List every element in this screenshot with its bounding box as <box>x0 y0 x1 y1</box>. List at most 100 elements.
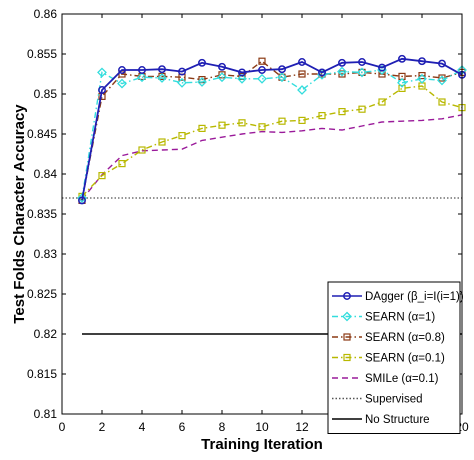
series-1-point <box>318 68 326 77</box>
x-tick-label: 6 <box>179 420 186 434</box>
series-4-point <box>318 111 326 120</box>
series-1-point <box>218 62 226 71</box>
series-layer <box>62 54 467 335</box>
x-tick-label: 8 <box>219 420 226 434</box>
series-3-point <box>258 57 266 65</box>
series-1-point <box>298 58 306 66</box>
series-1-group <box>78 54 466 205</box>
series-1-point <box>238 68 246 77</box>
series-2-point <box>197 77 207 87</box>
series-2-point <box>417 73 427 84</box>
series-3-point <box>278 73 286 81</box>
series-1-point <box>338 58 346 67</box>
y-axis-label: Test Folds Character Accuracy <box>11 104 28 324</box>
y-tick-label: 0.81 <box>34 407 58 421</box>
x-tick-label: 2 <box>99 420 106 434</box>
series-4-group <box>78 82 466 200</box>
legend-swatch-marker <box>343 333 351 341</box>
series-4-point <box>118 160 126 168</box>
series-4-point <box>158 138 166 146</box>
series-2-point <box>217 72 227 83</box>
series-1-point <box>358 58 366 66</box>
y-tick-label: 0.85 <box>34 87 58 101</box>
series-2-point <box>157 73 167 83</box>
series-2-point <box>117 78 127 89</box>
legend-swatch-marker <box>343 353 351 362</box>
series-1-point <box>78 196 86 205</box>
series-1-point <box>98 86 106 94</box>
series-3-point <box>418 71 426 80</box>
series-4-point <box>238 119 246 127</box>
series-2-point <box>357 67 367 78</box>
y-tick-label: 0.82 <box>34 327 58 341</box>
series-1-point <box>178 67 186 76</box>
y-tick-label: 0.855 <box>27 47 57 61</box>
legend-label: SEARN (α=1) <box>365 312 435 324</box>
series-3-point <box>438 74 446 82</box>
legend-swatch-marker <box>343 292 351 300</box>
series-1-point <box>278 65 286 74</box>
series-2-point <box>177 77 187 88</box>
series-2-point <box>397 77 407 88</box>
x-tick-label: 0 <box>59 420 66 434</box>
series-2-point <box>77 193 87 203</box>
series-4-point <box>218 121 226 129</box>
series-2-point <box>237 73 247 84</box>
x-tick-label: 4 <box>139 420 146 434</box>
series-4-point <box>298 116 306 125</box>
y-tick-label: 0.825 <box>27 287 57 301</box>
series-2-line <box>81 69 463 199</box>
series-2-point <box>97 67 107 78</box>
legend-item: SMILe (α=0.1) <box>332 373 439 385</box>
series-2-point <box>257 73 267 84</box>
series-2-point <box>277 72 287 83</box>
legend-label: Supervised <box>365 394 423 406</box>
series-4-point <box>258 123 266 131</box>
series-1-point <box>438 59 446 68</box>
series-1-point <box>118 66 126 74</box>
legend-item: No Structure <box>332 414 430 426</box>
series-4-point <box>398 84 406 93</box>
series-1-point <box>398 54 406 63</box>
y-tick-label: 0.84 <box>34 167 58 181</box>
series-3-point <box>358 68 366 77</box>
y-tick-label: 0.845 <box>27 127 57 141</box>
series-4-point <box>138 146 146 154</box>
series-1-point <box>378 63 386 72</box>
series-2-point <box>137 72 147 83</box>
series-1-point <box>138 66 146 74</box>
series-2-group <box>77 65 467 203</box>
legend-item: Supervised <box>332 394 423 406</box>
series-1-point <box>258 66 266 74</box>
legend-label: No Structure <box>365 414 430 426</box>
series-3-point <box>298 70 306 78</box>
series-4-point <box>98 172 106 180</box>
legend: DAgger (β_i=I(i=1)) SEARN (α=1) SEARN (α=0… <box>327 281 464 434</box>
series-1-point <box>158 65 166 74</box>
y-tick-label: 0.83 <box>34 247 58 261</box>
series-1-point <box>418 57 426 66</box>
legend-label: SEARN (α=0.1) <box>365 353 445 365</box>
legend-item: DAgger (β_i=I(i=1)) <box>332 291 464 303</box>
series-2-point <box>337 66 347 77</box>
y-tick-label: 0.86 <box>34 7 58 21</box>
x-tick-label: 12 <box>295 420 309 434</box>
legend-item: SEARN (α=1) <box>332 312 435 324</box>
series-1-point <box>198 58 206 67</box>
series-2-point <box>297 85 307 95</box>
x-axis-label: Training Iteration <box>201 436 323 453</box>
series-4-point <box>378 98 386 106</box>
series-4-point <box>438 98 446 106</box>
y-tick-label: 0.835 <box>27 207 57 221</box>
y-tick-label: 0.815 <box>27 367 57 381</box>
legend-swatch-marker <box>342 311 352 322</box>
x-tick-label: 10 <box>255 420 269 434</box>
series-4-point <box>338 107 346 116</box>
series-2-point <box>437 75 447 86</box>
legend-label: SMILe (α=0.1) <box>365 373 439 385</box>
legend-label: DAgger (β_i=I(i=1)) <box>365 291 464 303</box>
series-4-point <box>278 117 286 125</box>
series-4-point <box>358 105 366 113</box>
legend-label: SEARN (α=0.8) <box>365 332 445 344</box>
